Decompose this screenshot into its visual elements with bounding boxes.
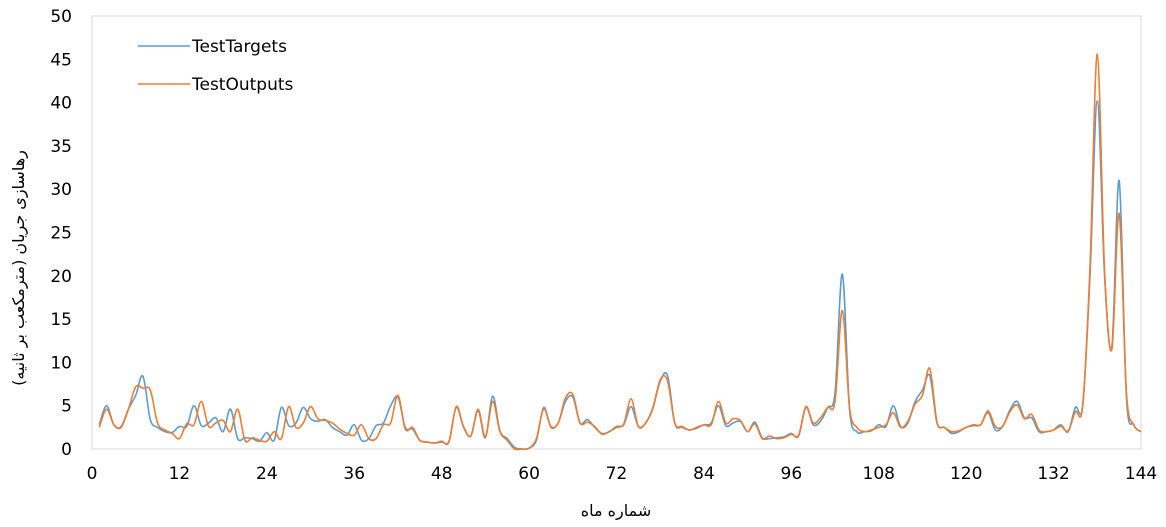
- y-tick-label: 30: [50, 180, 72, 200]
- x-tick-label: 72: [606, 464, 628, 484]
- y-tick-labels: 0 5 10 15 20 25 30 35 40 45 50: [50, 7, 72, 460]
- x-tick-labels: 0 12 24 36 48 60 72 84 96 108 120 132 144: [87, 464, 1158, 484]
- x-tick-label: 36: [343, 464, 365, 484]
- y-tick-label: 0: [61, 440, 72, 460]
- y-tick-label: 25: [50, 224, 72, 244]
- x-tick-label: 24: [256, 464, 278, 484]
- legend: TestTargets TestOutputs: [138, 37, 294, 95]
- x-tick-label: 48: [431, 464, 453, 484]
- series-line-testtargets: [98, 100, 1142, 450]
- y-tick-label: 15: [50, 310, 72, 330]
- series-line-testoutputs: [98, 53, 1142, 451]
- y-tick-label: 40: [50, 94, 72, 114]
- y-tick-label: 10: [50, 353, 72, 373]
- x-tick-label: 12: [169, 464, 191, 484]
- x-tick-label: 132: [1037, 464, 1069, 484]
- x-tick-label: 96: [781, 464, 803, 484]
- y-tick-label: 5: [61, 397, 72, 417]
- y-tick-label: 35: [50, 137, 72, 157]
- x-tick-label: 108: [863, 464, 895, 484]
- y-tick-label: 45: [50, 50, 72, 70]
- y-tick-label: 20: [50, 267, 72, 287]
- x-tick-label: 84: [693, 464, 715, 484]
- y-axis-title: رهاسازی جریان (مترمکعب بر ثانیه): [9, 150, 29, 386]
- x-tick-label: 60: [518, 464, 540, 484]
- legend-label: TestOutputs: [191, 75, 294, 95]
- y-tick-label: 50: [50, 7, 72, 27]
- x-tick-label: 144: [1125, 464, 1157, 484]
- legend-label: TestTargets: [191, 37, 287, 57]
- x-tick-label: 0: [87, 464, 98, 484]
- x-tick-label: 120: [950, 464, 982, 484]
- axes: [91, 15, 1142, 450]
- series-lines: [98, 53, 1142, 451]
- plot-area-border: [91, 15, 1142, 450]
- x-axis-title: شماره ماه: [581, 501, 652, 521]
